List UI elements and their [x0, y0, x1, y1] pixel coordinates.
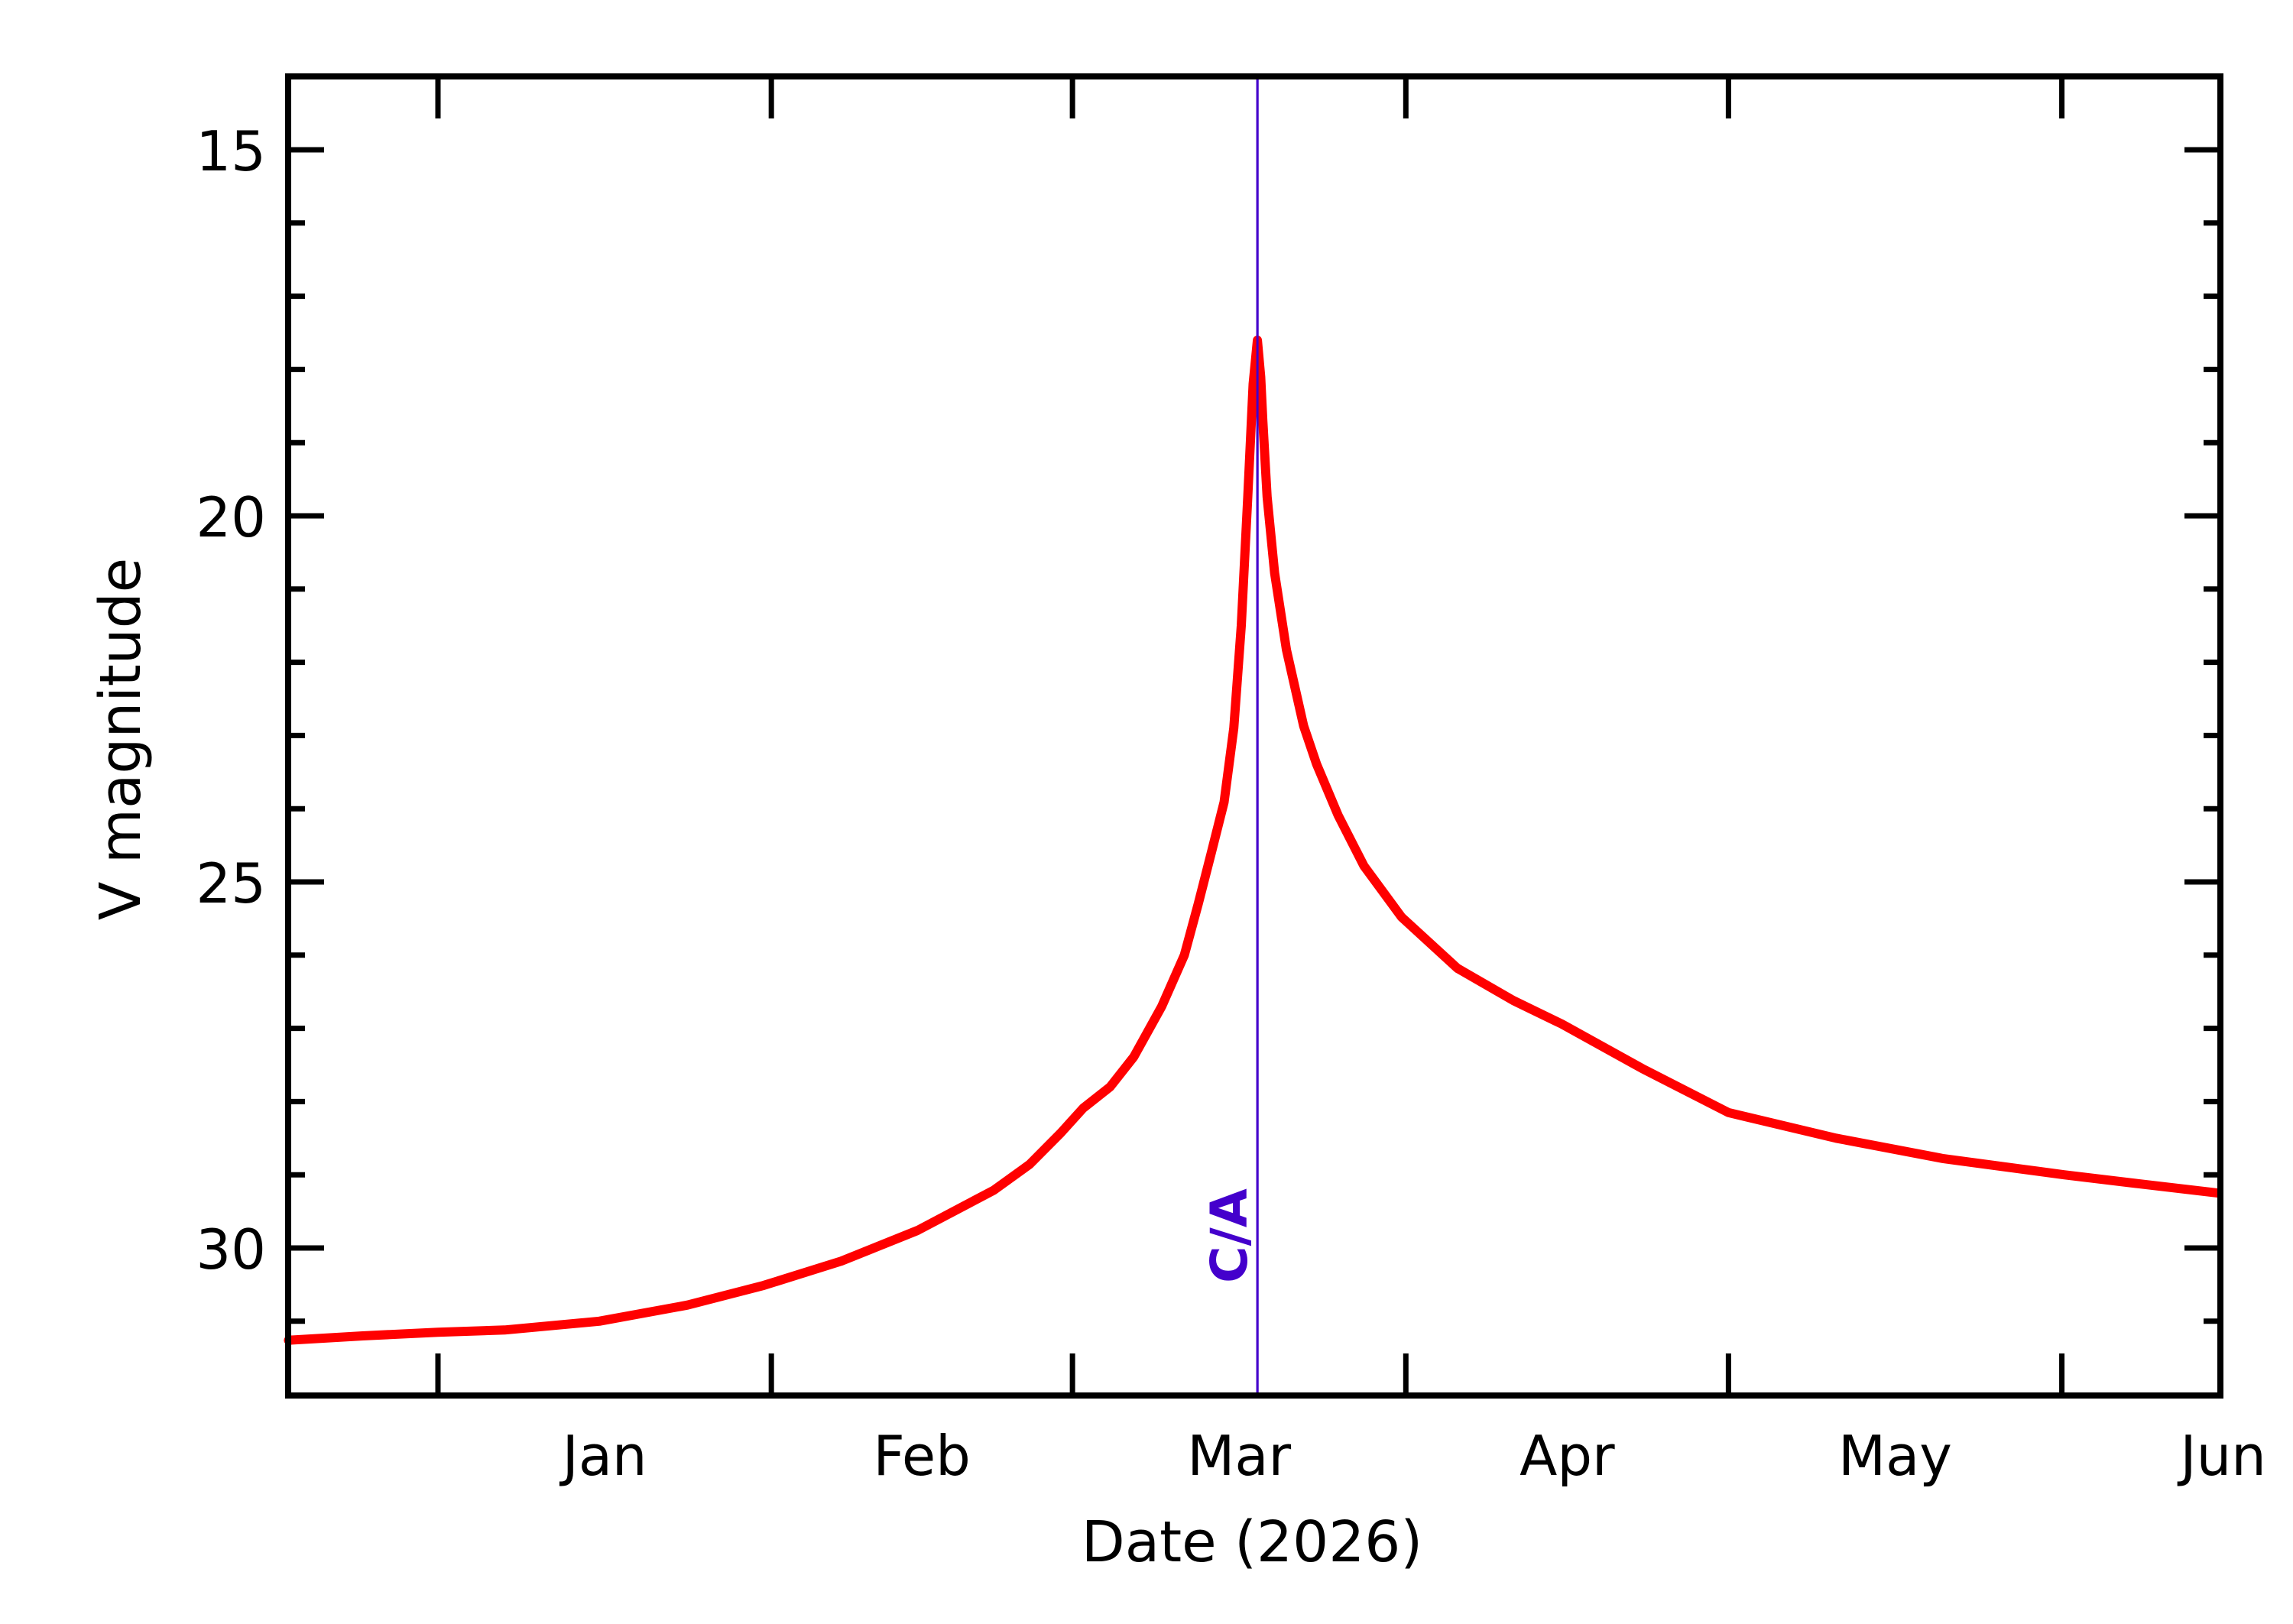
x-tick-label: Jun	[2177, 1424, 2266, 1488]
x-tick-label: Jan	[559, 1424, 647, 1488]
x-axis-title: Date (2026)	[1082, 1509, 1422, 1575]
y-tick-label: 20	[196, 485, 266, 549]
plot-frame	[285, 73, 2223, 1399]
y-axis-title: V magnitude	[88, 558, 154, 920]
x-tick-labels: Jan Feb Mar Apr May Jun	[559, 1424, 2266, 1488]
x-tick-label: Mar	[1187, 1424, 1291, 1488]
x-tick-label: May	[1838, 1424, 1952, 1488]
x-tick-label: Feb	[873, 1424, 970, 1488]
y-tick-labels: 15 20 25 30	[196, 119, 266, 1282]
y-tick-label: 15	[196, 119, 266, 183]
magnitude-curve	[284, 335, 2223, 1345]
y-tick-label: 25	[196, 851, 266, 916]
axis-ticks	[288, 76, 2220, 1395]
x-tick-label: Apr	[1519, 1424, 1615, 1488]
closest-approach-label: C/A	[1200, 1188, 1259, 1283]
y-tick-label: 30	[196, 1217, 266, 1282]
